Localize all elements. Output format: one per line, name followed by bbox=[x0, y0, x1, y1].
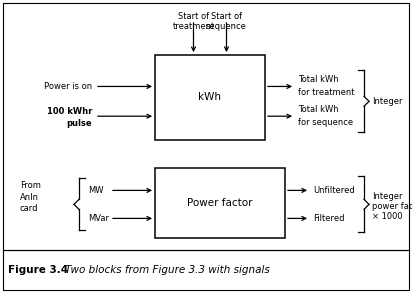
Text: Power is on: Power is on bbox=[44, 82, 92, 91]
Text: Filtered: Filtered bbox=[313, 214, 344, 223]
Bar bbox=[155, 168, 285, 238]
Text: Start of
treatment: Start of treatment bbox=[172, 12, 215, 31]
Text: Total kWh: Total kWh bbox=[298, 105, 339, 114]
Bar bbox=[155, 55, 265, 140]
Text: Two blocks from Figure 3.3 with signals: Two blocks from Figure 3.3 with signals bbox=[65, 265, 270, 275]
Text: Figure 3.4: Figure 3.4 bbox=[8, 265, 68, 275]
Text: Total kWh: Total kWh bbox=[298, 76, 339, 84]
Text: pulse: pulse bbox=[66, 119, 92, 128]
Text: Power factor: Power factor bbox=[187, 198, 253, 208]
Text: Start of
sequence: Start of sequence bbox=[206, 12, 247, 31]
Text: MW: MW bbox=[88, 186, 103, 195]
Text: for sequence: for sequence bbox=[298, 118, 353, 127]
Text: Integer: Integer bbox=[372, 97, 403, 106]
Text: power factor: power factor bbox=[372, 202, 412, 211]
Text: 100 kWhr: 100 kWhr bbox=[47, 107, 92, 116]
Text: kWh: kWh bbox=[199, 93, 222, 103]
Text: MVar: MVar bbox=[88, 214, 109, 223]
Text: Unfiltered: Unfiltered bbox=[313, 186, 355, 195]
Text: × 1000: × 1000 bbox=[372, 212, 403, 221]
Text: for treatment: for treatment bbox=[298, 88, 354, 98]
Text: Integer: Integer bbox=[372, 192, 403, 201]
Text: From
AnIn
card: From AnIn card bbox=[20, 181, 41, 213]
